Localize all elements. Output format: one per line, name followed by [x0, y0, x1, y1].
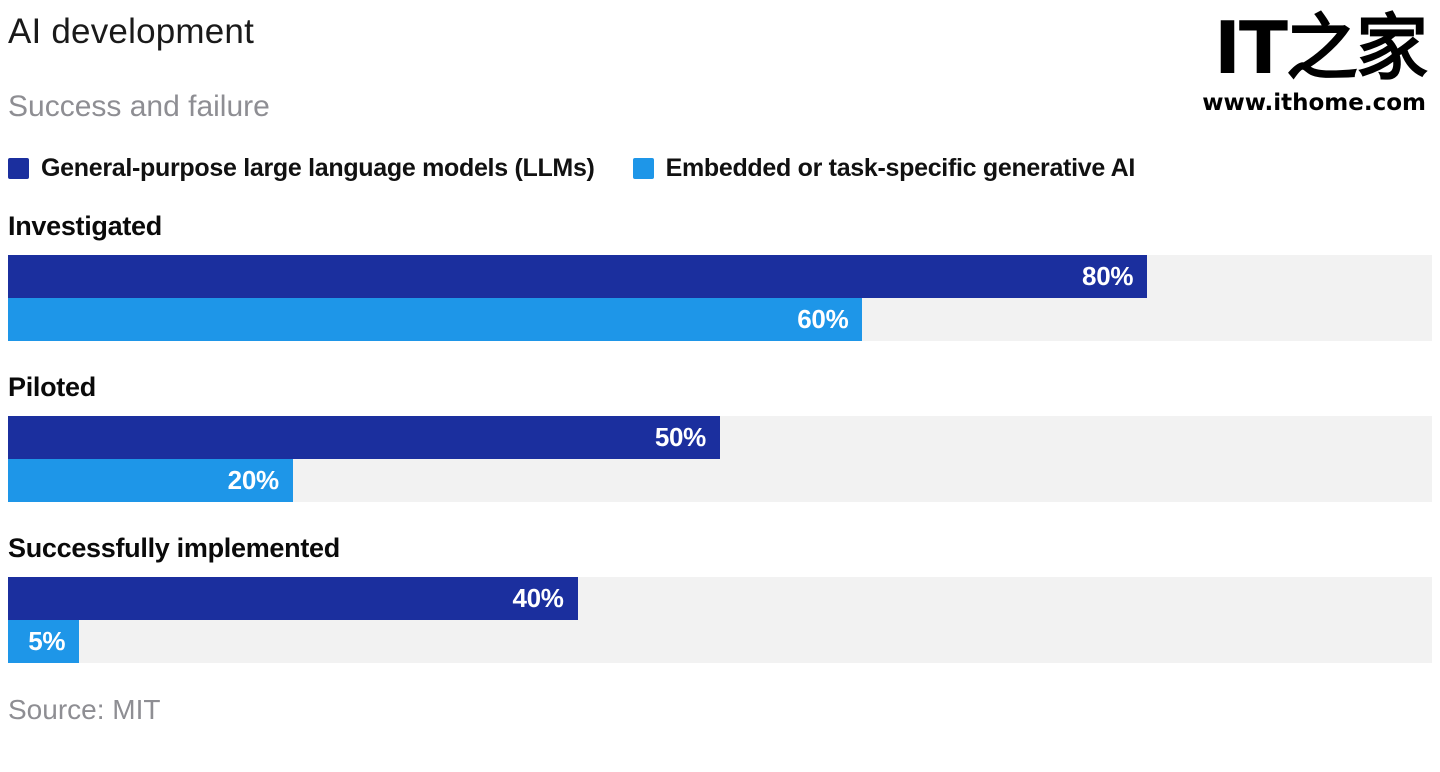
- category-label: Successfully implemented: [8, 533, 340, 563]
- ithome-watermark: IT之家 www.ithome.com: [1202, 6, 1428, 116]
- page-subtitle: Success and failure: [8, 90, 270, 123]
- source-note: Source: MIT: [8, 694, 161, 725]
- category-label: Investigated: [8, 211, 162, 241]
- bar-value-label: 5%: [28, 626, 66, 656]
- legend-swatch-icon: [632, 158, 654, 179]
- bar-value-label: 20%: [227, 465, 279, 495]
- bar: 50%: [8, 416, 720, 459]
- bar: 20%: [8, 459, 293, 502]
- bar: 5%: [8, 620, 80, 663]
- chart-legend: General-purpose large language models (L…: [8, 154, 1432, 183]
- bar-track: 5%: [8, 620, 1432, 663]
- bar-track: 80%: [8, 255, 1432, 298]
- bar-track: 40%: [8, 577, 1432, 620]
- bar: 80%: [8, 255, 1148, 298]
- bar-group: Successfully implemented 40% 5%: [8, 533, 1432, 663]
- bar-value-label: 40%: [512, 583, 564, 613]
- bar-group: Investigated 80% 60%: [8, 211, 1432, 341]
- bar-track: 50%: [8, 416, 1432, 459]
- bar-track: 20%: [8, 459, 1432, 502]
- bar-value-label: 50%: [654, 422, 706, 452]
- ithome-url: www.ithome.com: [1202, 90, 1426, 116]
- ithome-logo: IT之家: [1214, 6, 1428, 90]
- bar-value-label: 60%: [797, 304, 849, 334]
- bar-track: 60%: [8, 298, 1432, 341]
- legend-item-1: Embedded or task-specific generative AI: [632, 154, 1136, 183]
- bar: 60%: [8, 298, 863, 341]
- chart: Investigated 80% 60% Piloted 50% 20% Successfu…: [8, 211, 1432, 663]
- legend-item-0: General-purpose large language models (L…: [8, 154, 595, 183]
- legend-label: General-purpose large language models (L…: [41, 154, 595, 182]
- page-title: AI development: [8, 12, 255, 51]
- bar-value-label: 80%: [1082, 261, 1134, 291]
- bar-group: Piloted 50% 20%: [8, 372, 1432, 502]
- category-label: Piloted: [8, 372, 96, 402]
- bar: 40%: [8, 577, 578, 620]
- legend-swatch-icon: [8, 158, 29, 179]
- legend-label: Embedded or task-specific generative AI: [665, 154, 1136, 182]
